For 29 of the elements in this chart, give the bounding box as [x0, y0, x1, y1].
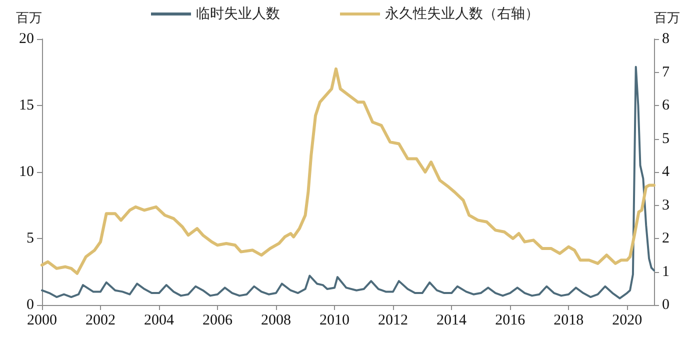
y2-tick-label: 4 [662, 164, 670, 180]
y2-tick-label: 3 [662, 197, 670, 214]
x-tick-label: 2006 [202, 312, 234, 328]
x-tick-label: 2020 [612, 312, 642, 328]
y-axis-title: 百万 [16, 11, 42, 26]
y-tick-label: 0 [26, 297, 34, 313]
y-tick-label: 10 [19, 164, 34, 180]
x-tick-label: 2010 [320, 312, 350, 328]
y2-tick-label: 0 [662, 297, 670, 313]
y2-tick-label: 1 [662, 264, 670, 280]
y2-axis-title: 百万 [654, 11, 680, 26]
y2-tick-label: 5 [662, 130, 670, 147]
legend-label: 临时失业人数 [196, 6, 280, 22]
y2-tick-label: 8 [662, 31, 670, 47]
x-tick-label: 2002 [86, 312, 116, 328]
y2-tick-label: 2 [662, 230, 670, 246]
y2-tick-label: 7 [662, 64, 670, 80]
y2-tick-label: 6 [662, 98, 670, 114]
y-tick-label: 5 [26, 230, 34, 246]
x-tick-label: 2018 [554, 312, 584, 328]
legend-label: 永久性失业人数（右轴） [385, 6, 539, 22]
y-tick-label: 15 [19, 98, 34, 114]
x-tick-label: 2004 [144, 312, 175, 328]
y-tick-label: 20 [19, 31, 34, 47]
x-tick-label: 2000 [27, 312, 57, 328]
x-tick-label: 2016 [495, 312, 526, 328]
x-tick-label: 2012 [378, 312, 408, 328]
x-tick-label: 2008 [261, 312, 292, 328]
x-tick-label: 2014 [436, 312, 468, 328]
